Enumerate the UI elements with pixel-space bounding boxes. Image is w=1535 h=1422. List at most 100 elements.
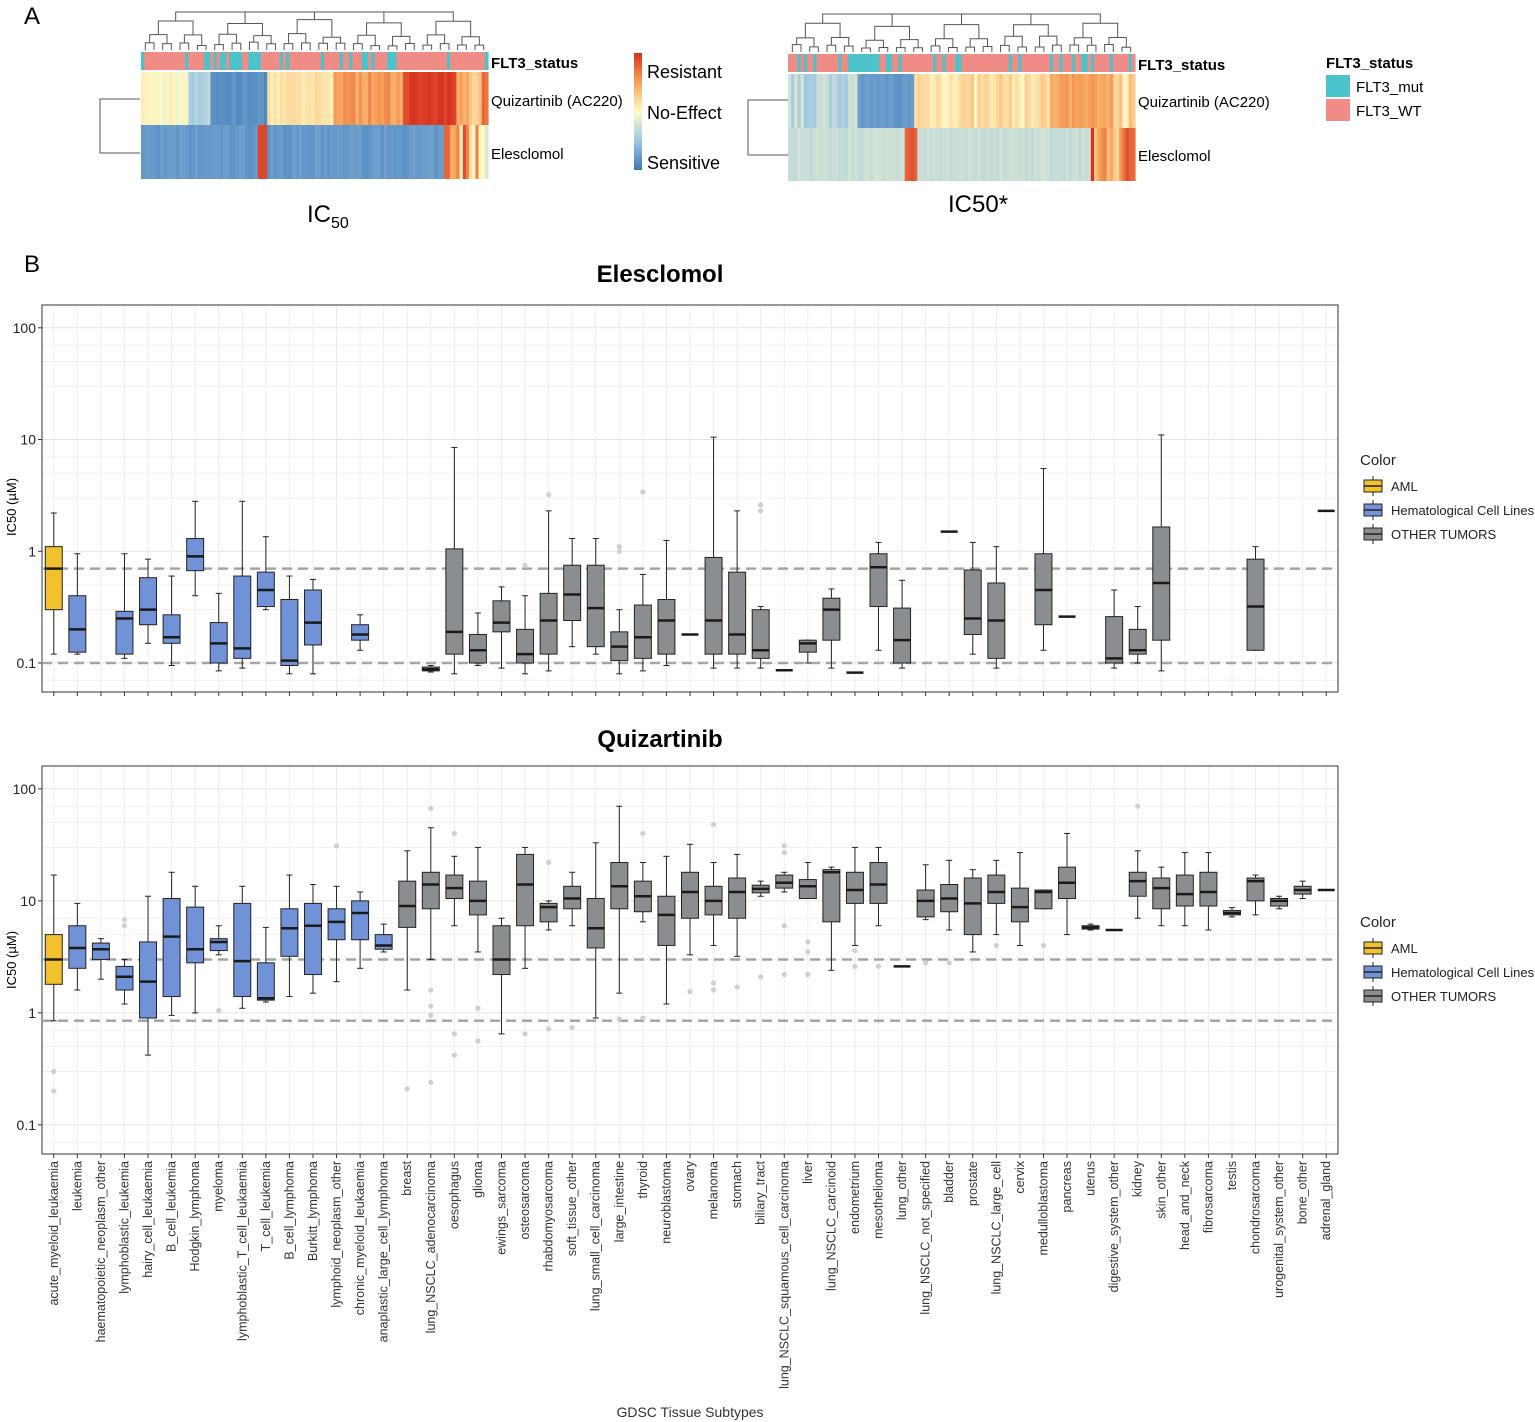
iqr-box xyxy=(492,925,511,976)
status-cell xyxy=(289,52,294,70)
heatmap-cell xyxy=(446,125,451,179)
heatmap-cell xyxy=(279,72,284,125)
box-lung_NSCLC_carcinoid xyxy=(822,588,841,669)
box-Hodgkin_lymphoma xyxy=(186,500,205,597)
heatmap-cell xyxy=(1084,74,1089,128)
heatmap-cell xyxy=(945,74,950,128)
heatmap-cell xyxy=(1040,128,1045,181)
status-cell xyxy=(478,52,483,70)
outlier-point xyxy=(475,1005,481,1011)
heatmap-cell xyxy=(832,128,836,181)
status-cell xyxy=(1090,54,1095,72)
row-dendrogram-right xyxy=(747,99,788,156)
status-cell xyxy=(434,52,439,70)
heatmap-cell xyxy=(847,74,852,128)
heatmap-cell xyxy=(885,128,890,181)
heatmap-cell xyxy=(147,125,152,179)
x-category-label: bone_other xyxy=(1296,1161,1310,1224)
dendrogram-branch xyxy=(287,33,307,44)
heatmap-cell xyxy=(462,72,467,125)
status-cell xyxy=(361,52,366,70)
outlier-point xyxy=(51,1088,57,1094)
box-leukemia xyxy=(68,902,87,991)
heatmap-cell xyxy=(223,125,227,179)
status-cell xyxy=(822,54,827,72)
box-soft_tissue_other xyxy=(563,538,582,648)
heatmap-cell xyxy=(1100,74,1105,128)
heatmap-cell xyxy=(822,74,827,128)
dendrogram-branch xyxy=(913,47,923,52)
x-category-label: skin_other xyxy=(1154,1161,1168,1219)
iqr-box xyxy=(657,599,676,655)
dendrogram-branch xyxy=(253,35,272,44)
x-category-label: head_and_neck xyxy=(1178,1160,1192,1250)
heatmap-cell xyxy=(339,72,344,125)
status-cell xyxy=(469,52,473,70)
heatmap-cell xyxy=(210,125,215,179)
dendrogram-branch xyxy=(1104,44,1114,52)
heatmap-cell xyxy=(1062,74,1067,128)
status-cell xyxy=(929,54,934,72)
iqr-box xyxy=(91,942,110,960)
status-cell xyxy=(421,52,426,70)
box-glioma xyxy=(468,846,487,1044)
status-cell xyxy=(450,52,454,70)
color-legend-quizartinib: Color AML Hematological Cell Lines OTHER TU… xyxy=(1360,914,1535,1006)
iqr-box xyxy=(351,900,370,941)
heatmap-cell xyxy=(197,72,202,125)
dendrogram-branch xyxy=(895,47,906,52)
heatmap-cell xyxy=(1043,74,1048,128)
heatmap-cell xyxy=(434,72,439,125)
box-osteosarcoma xyxy=(516,562,535,675)
heatmap-cell xyxy=(1027,128,1032,181)
outlier-point xyxy=(51,1068,57,1075)
x-category-label: liver xyxy=(801,1161,815,1184)
x-category-label: B_cell_leukemia xyxy=(165,1161,179,1252)
box-lymphoblastic_leukemia xyxy=(115,917,134,1005)
heatmap-cell xyxy=(1059,74,1064,128)
heatmap-cell xyxy=(876,128,881,181)
status-cell xyxy=(917,54,922,72)
heatmap-left: FLT3_status Quizartinib (AC220) Elesclom… xyxy=(99,11,623,232)
heatmap-cell xyxy=(923,74,928,128)
heatmap-cell xyxy=(917,74,922,128)
outlier-point xyxy=(852,947,858,954)
status-cell xyxy=(788,54,792,72)
heatmap-cell xyxy=(819,74,824,128)
iqr-box xyxy=(186,906,205,964)
status-cell xyxy=(1125,54,1130,72)
heatmap-cell xyxy=(368,72,372,125)
dendrogram-branch xyxy=(196,44,207,50)
heatmap-cell xyxy=(1093,128,1098,181)
status-cell xyxy=(835,54,840,72)
x-category-label: lymphoblastic_T_cell_leukaemia xyxy=(235,1161,249,1341)
status-cell xyxy=(948,54,953,72)
heatmap-cell xyxy=(952,128,956,181)
iqr-box xyxy=(516,853,535,927)
heatmap-cell xyxy=(383,72,388,125)
column-dendrogram-right xyxy=(791,13,1132,52)
status-cell xyxy=(1030,54,1035,72)
heatmap-cell xyxy=(1024,74,1029,128)
status-cell xyxy=(1106,54,1111,72)
dendrogram-branch xyxy=(314,11,385,23)
dendrogram-branch xyxy=(878,47,889,52)
heatmap-cell xyxy=(204,125,208,179)
heatmap-cell xyxy=(1103,74,1108,128)
heatmap-cell xyxy=(1062,128,1067,181)
heatmap-cell xyxy=(983,128,988,181)
heatmap-cell xyxy=(282,125,287,179)
status-cell xyxy=(251,52,256,70)
dendrogram-branch xyxy=(405,43,415,50)
heatmap-cell xyxy=(895,128,900,181)
dendrogram-branch xyxy=(796,37,815,47)
dendrogram-branch xyxy=(144,42,155,50)
box-acute_myeloid_leukaemia xyxy=(44,512,63,655)
heatmap-cell xyxy=(1087,128,1092,181)
iqr-box xyxy=(1128,628,1147,655)
heatmap-cell xyxy=(289,125,294,179)
heatmap-cell xyxy=(273,125,278,179)
box-lung_NSCLC_adenocarcinoma xyxy=(421,664,440,673)
dendrogram-branch xyxy=(965,46,976,52)
status-cell xyxy=(387,52,391,70)
